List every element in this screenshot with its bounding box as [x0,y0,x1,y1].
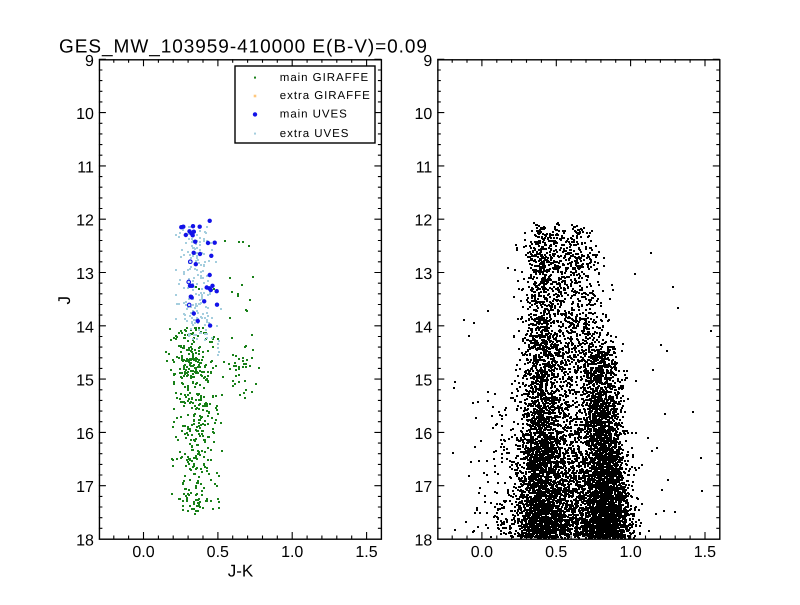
svg-text:10: 10 [415,106,433,123]
svg-text:main UVES: main UVES [280,109,348,121]
svg-text:J: J [55,296,74,305]
svg-text:18: 18 [415,533,433,550]
svg-text:15: 15 [76,373,94,390]
svg-text:9: 9 [85,53,94,70]
svg-text:14: 14 [76,319,94,336]
svg-text:1.5: 1.5 [355,544,377,561]
svg-text:0.0: 0.0 [471,544,493,561]
svg-text:11: 11 [416,159,433,176]
svg-text:14: 14 [415,319,433,336]
svg-text:1.0: 1.0 [619,544,641,561]
svg-text:12: 12 [415,213,433,230]
svg-text:17: 17 [415,479,433,496]
svg-text:extra GIRAFFE: extra GIRAFFE [280,90,371,102]
svg-text:GES_MW_103959-410000 E(B-V)=0.: GES_MW_103959-410000 E(B-V)=0.09 [59,36,428,57]
svg-text:0.0: 0.0 [132,544,154,561]
svg-text:1.0: 1.0 [281,544,303,561]
svg-text:0.5: 0.5 [207,544,229,561]
svg-text:16: 16 [76,426,94,443]
svg-text:17: 17 [76,479,94,496]
svg-text:11: 11 [77,159,94,176]
svg-text:13: 13 [415,266,433,283]
svg-text:9: 9 [423,53,432,70]
svg-text:15: 15 [415,373,433,390]
svg-text:18: 18 [76,533,94,550]
svg-text:16: 16 [415,426,433,443]
svg-text:J-K: J-K [228,561,254,580]
svg-text:12: 12 [76,213,94,230]
svg-text:1.5: 1.5 [694,544,716,561]
svg-text:0.5: 0.5 [545,544,567,561]
svg-text:main GIRAFFE: main GIRAFFE [280,72,369,84]
svg-text:10: 10 [76,106,94,123]
svg-text:extra UVES: extra UVES [280,128,350,140]
svg-text:13: 13 [76,266,94,283]
